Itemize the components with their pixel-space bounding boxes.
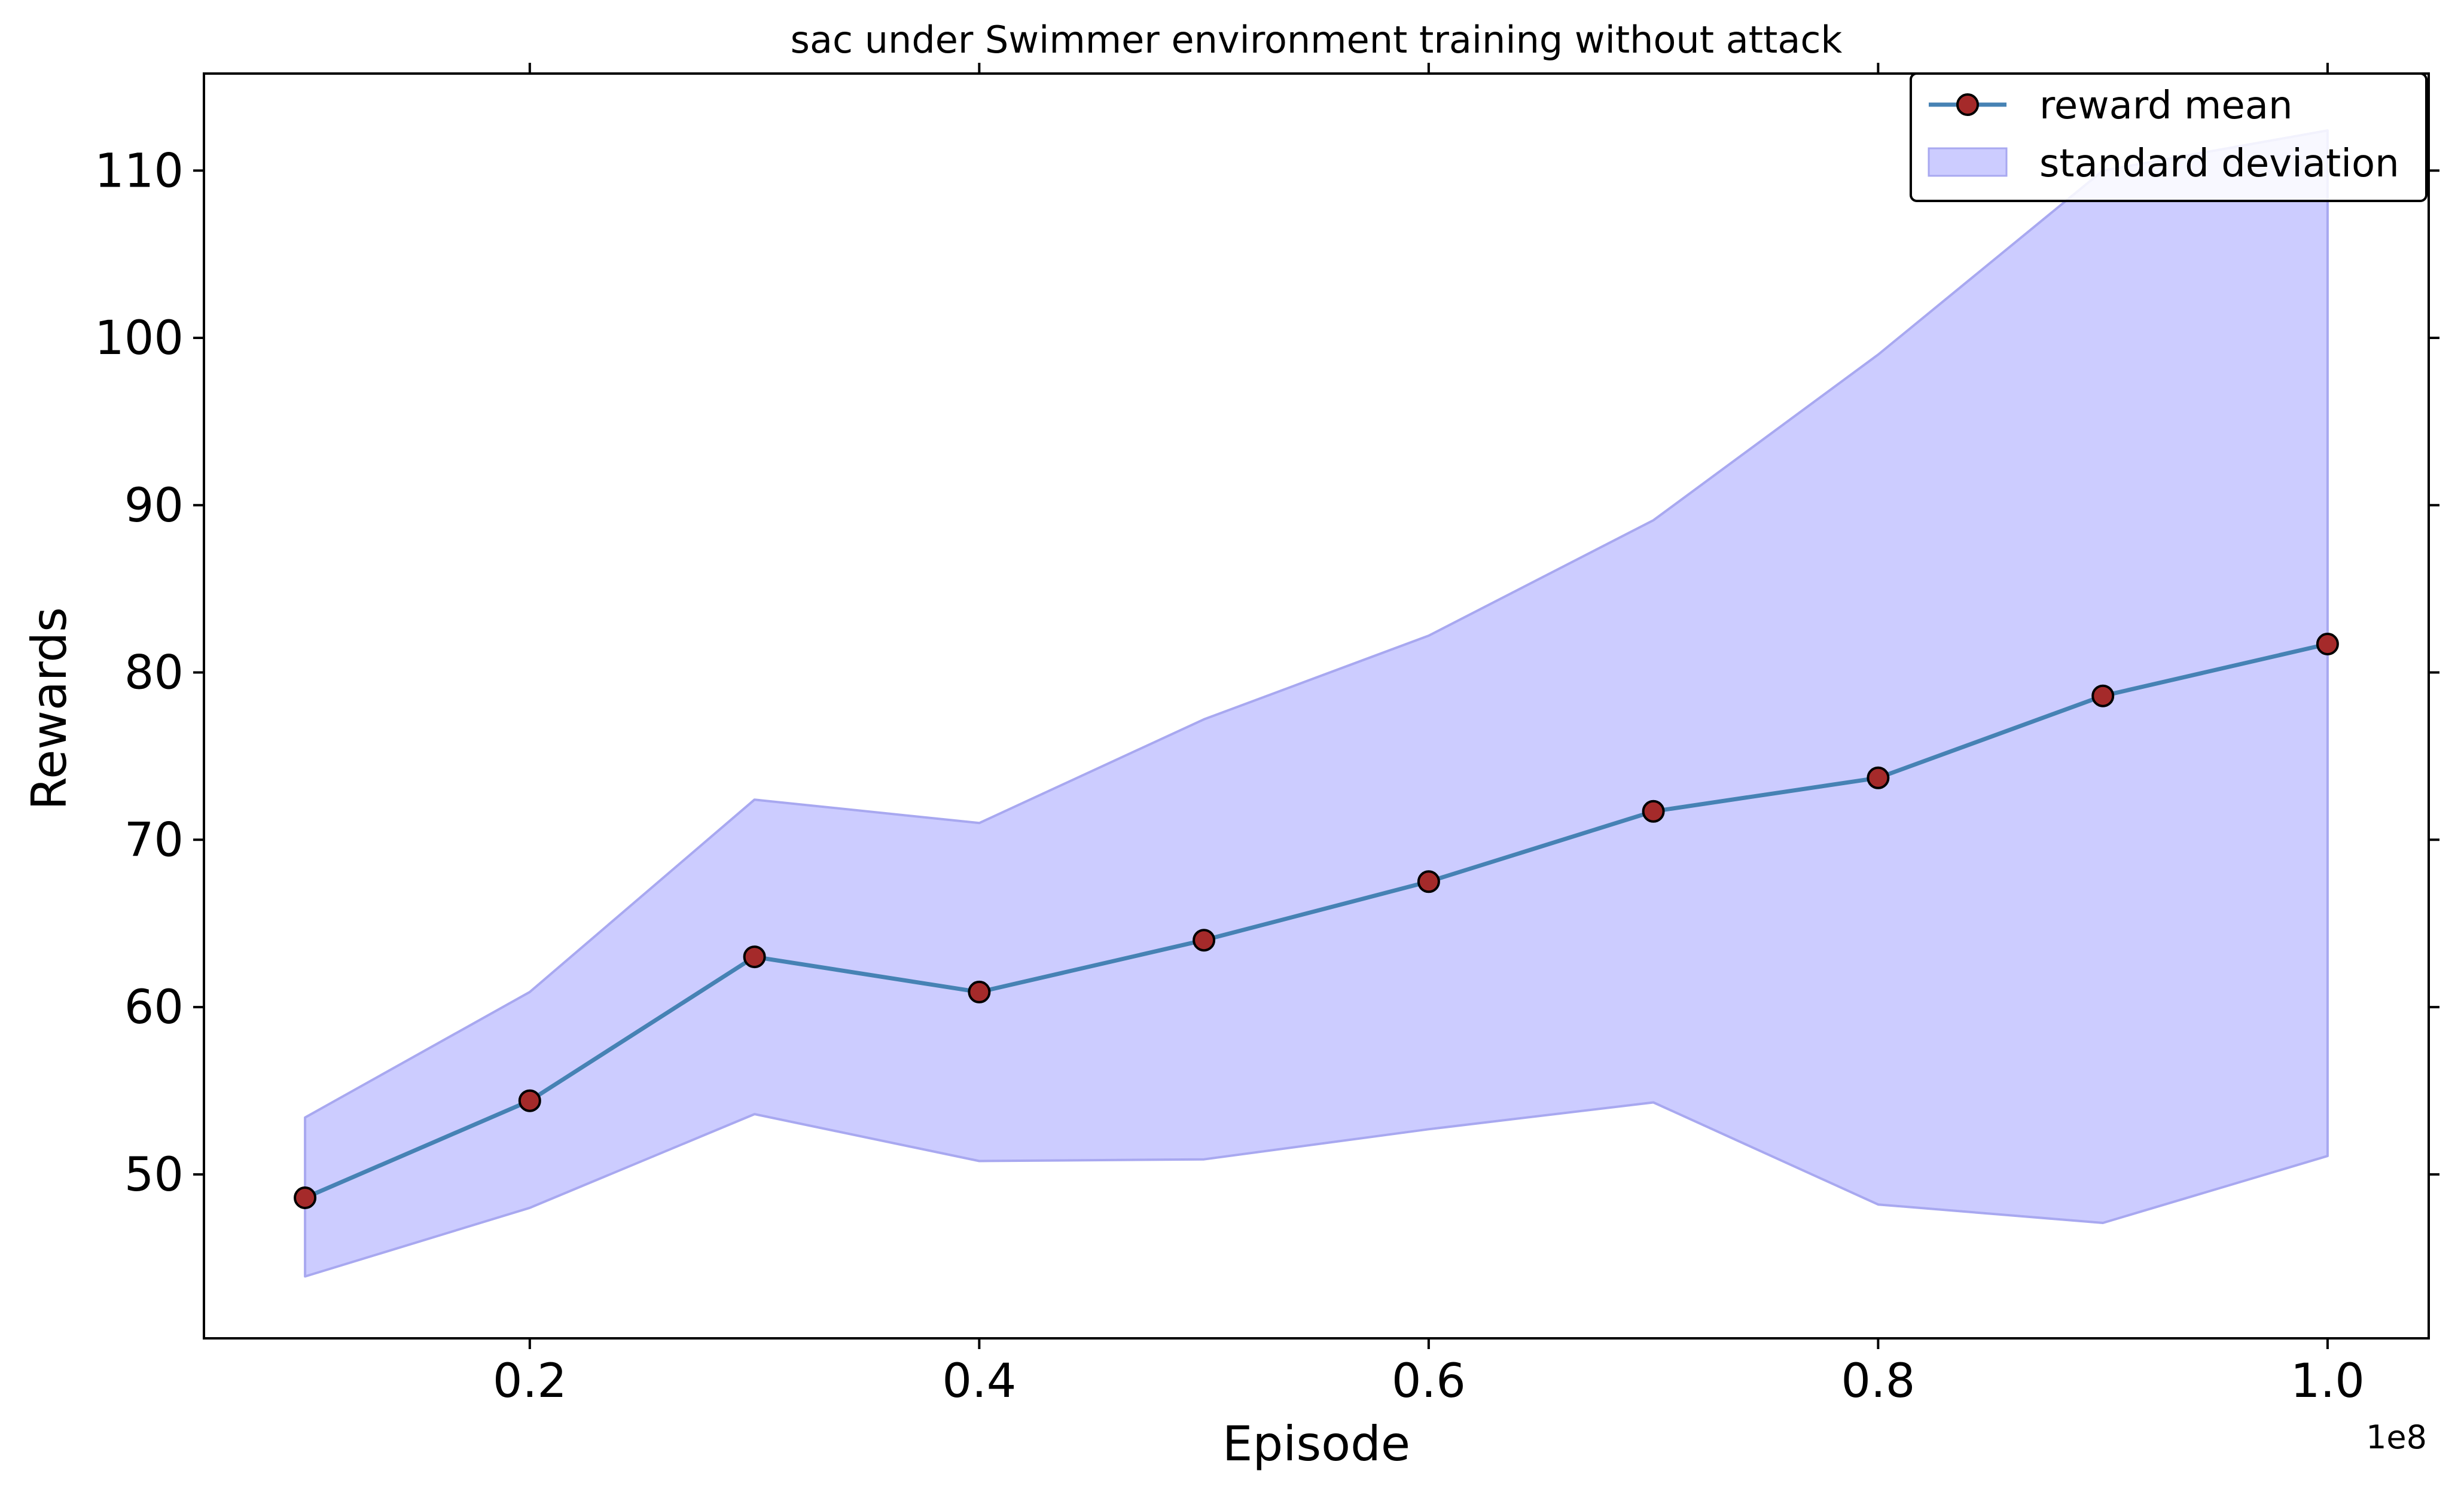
legend-box xyxy=(1910,72,2428,202)
x-tick-label: 0.4 xyxy=(942,1354,1016,1408)
y-tick-label: 70 xyxy=(124,813,184,867)
x-tick-label: 0.8 xyxy=(1841,1354,1915,1408)
reward-mean-point xyxy=(968,980,991,1003)
x-offset-label: 1e8 xyxy=(2366,1418,2427,1456)
x-tick-label: 1.0 xyxy=(2291,1354,2365,1408)
legend: reward mean standard deviation xyxy=(1910,72,2428,202)
x-tick-label: 0.6 xyxy=(1392,1354,1466,1408)
plot-frame xyxy=(203,72,2430,1340)
y-tick-label: 80 xyxy=(124,646,184,700)
y-tick-label: 100 xyxy=(94,312,184,365)
mean-line-layer xyxy=(303,642,2330,1200)
y-axis-label: Rewards xyxy=(22,607,77,810)
reward-mean-point xyxy=(1642,800,1665,823)
x-axis-label: Episode xyxy=(1222,1416,1410,1472)
y-ticks: 50 60 70 80 90 100 110 xyxy=(94,144,2439,1202)
reward-mean-point xyxy=(518,1089,541,1112)
y-tick-label: 60 xyxy=(124,981,184,1035)
reward-mean-point xyxy=(743,945,766,969)
mean-marker-layer xyxy=(294,633,2339,1209)
chart-title: sac under Swimmer environment training w… xyxy=(791,18,1843,62)
legend-mean-marker xyxy=(1956,93,1979,116)
reward-mean-point xyxy=(1867,766,1890,789)
y-tick-label: 50 xyxy=(124,1148,184,1202)
legend-mean-label: reward mean xyxy=(2039,84,2293,128)
reward-mean-point xyxy=(2091,684,2115,707)
std-band-layer xyxy=(304,129,2329,1278)
reward-mean-point xyxy=(1417,870,1440,893)
x-tick-label: 0.2 xyxy=(493,1354,567,1408)
legend-band-label: standard deviation xyxy=(2039,142,2399,186)
y-tick-label: 110 xyxy=(94,144,184,198)
reward-mean-point xyxy=(294,1186,317,1209)
y-tick-label: 90 xyxy=(124,479,184,533)
legend-band-swatch xyxy=(1928,147,2008,177)
x-ticks: 0.2 0.4 0.6 0.8 1.0 xyxy=(493,63,2365,1408)
reward-mean-point xyxy=(2316,633,2339,655)
reward-mean-line xyxy=(303,642,2330,1200)
reward-mean-point xyxy=(1193,929,1216,952)
std-band xyxy=(304,129,2329,1278)
